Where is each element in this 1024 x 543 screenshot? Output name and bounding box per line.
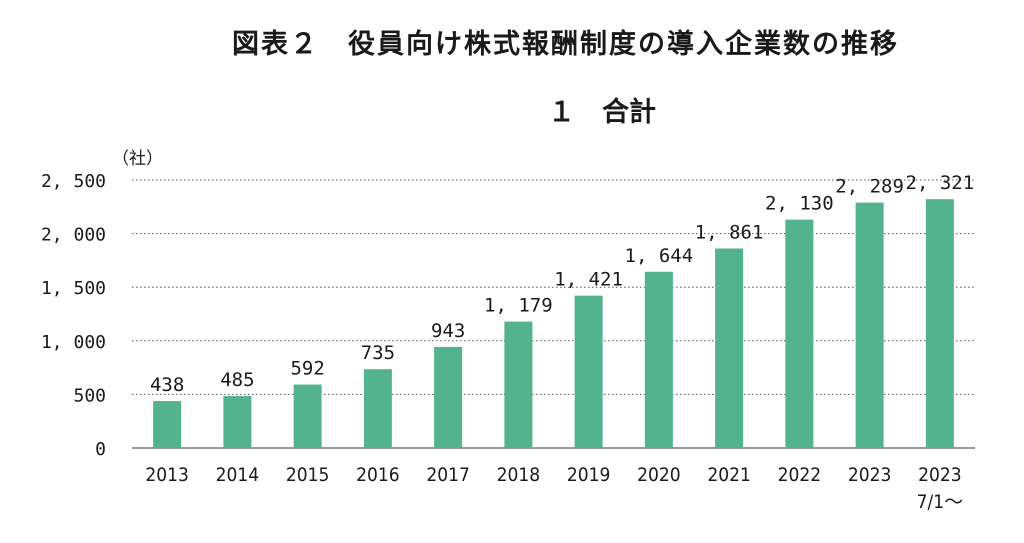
x-tick-label: 2019 <box>567 464 611 486</box>
value-label: 438 <box>150 374 184 396</box>
bar <box>715 248 744 448</box>
chart-subtitle: １ 合計 <box>548 97 656 128</box>
value-label: 2, 321 <box>906 172 975 194</box>
x-tick-label: 2018 <box>497 464 541 486</box>
x-tick-label: 2014 <box>216 464 260 486</box>
bar <box>434 346 463 448</box>
chart-title: 図表２ 役員向け株式報酬制度の導入企業数の推移 <box>232 29 899 60</box>
bar <box>855 202 884 448</box>
value-label: 485 <box>220 369 254 391</box>
x-tick-label: 2015 <box>286 464 330 486</box>
bar <box>223 396 252 448</box>
x-tick-label: 2022 <box>778 464 822 486</box>
x-axis-ticks: 2013 2014 2015 2016 2017 2018 2019 2020 2021 2022… <box>145 464 963 513</box>
gridlines <box>132 179 975 449</box>
y-tick-label: 500 <box>73 385 106 406</box>
value-label: 1, 179 <box>484 295 553 317</box>
bar <box>153 401 182 448</box>
y-tick-label: 0 <box>95 439 106 460</box>
x-tick-label: 2016 <box>356 464 400 486</box>
y-tick-label: 2, 500 <box>41 171 106 192</box>
y-axis-ticks: 0 500 1, 000 1, 500 2, 000 2, 500 <box>41 171 106 460</box>
bar <box>574 295 603 448</box>
value-label: 1, 861 <box>695 222 764 244</box>
value-label: 592 <box>290 358 324 380</box>
y-unit-label: （社） <box>112 149 163 169</box>
value-label: 1, 644 <box>625 245 694 267</box>
y-tick-label: 1, 000 <box>41 332 106 353</box>
x-tick-label: 2013 <box>145 464 189 486</box>
y-tick-label: 2, 000 <box>41 225 106 246</box>
bars <box>153 199 954 448</box>
bar <box>363 369 392 448</box>
x-tick-label: 2020 <box>637 464 681 486</box>
bar <box>293 384 322 448</box>
bar <box>785 219 814 448</box>
bar <box>925 199 954 448</box>
bar <box>644 271 673 448</box>
x-tick-label: 2023 <box>848 464 892 486</box>
value-label: 943 <box>431 320 465 342</box>
bar <box>504 321 533 448</box>
value-label: 2, 289 <box>835 176 904 198</box>
x-tick-label: 2021 <box>707 464 751 486</box>
value-label: 2, 130 <box>765 193 834 215</box>
value-label: 735 <box>361 342 395 364</box>
y-tick-label: 1, 500 <box>41 278 106 299</box>
x-tick-label: 2023 7/1～ <box>917 464 964 513</box>
x-tick-label: 2017 <box>426 464 470 486</box>
value-label: 1, 421 <box>554 269 623 291</box>
